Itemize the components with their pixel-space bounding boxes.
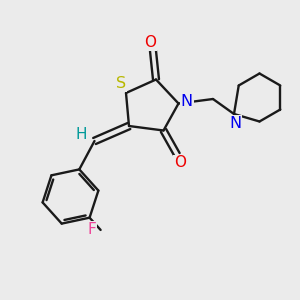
Text: S: S: [116, 76, 127, 92]
Text: O: O: [145, 35, 157, 50]
Text: F: F: [88, 221, 97, 236]
Text: H: H: [75, 127, 87, 142]
Text: N: N: [230, 116, 242, 131]
Text: N: N: [181, 94, 193, 109]
Text: O: O: [174, 155, 186, 170]
